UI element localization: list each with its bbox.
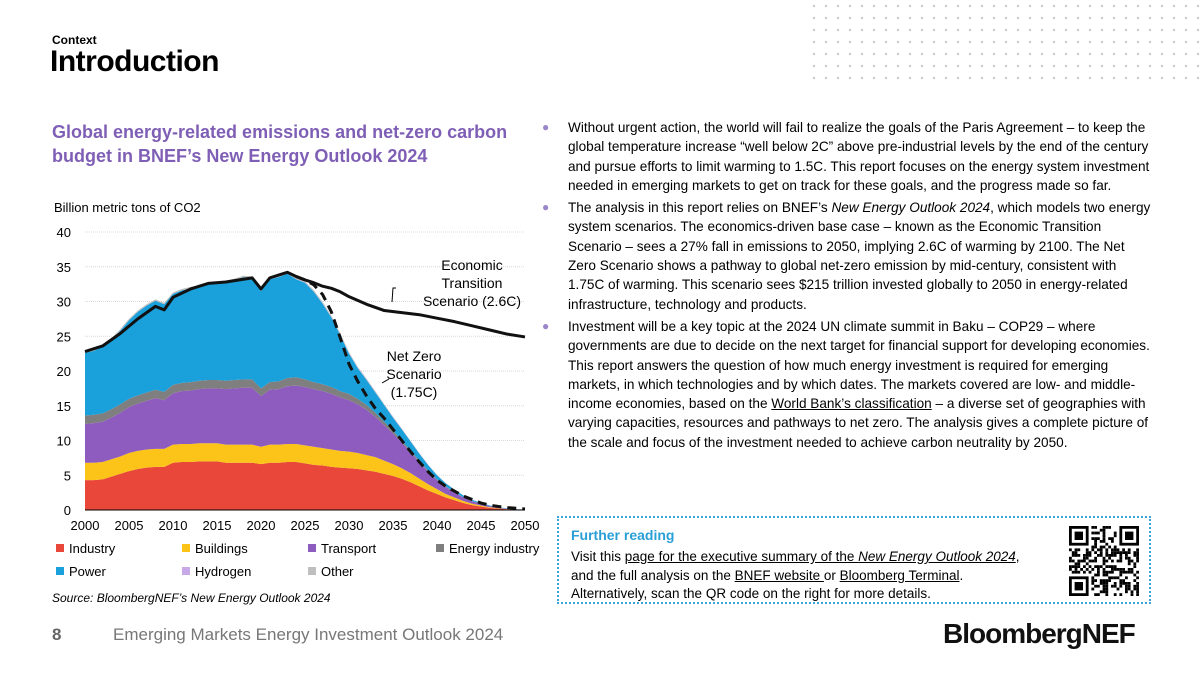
bloomberg-terminal-link[interactable]: Bloomberg Terminal [839, 567, 960, 583]
bnef-website-link[interactable]: BNEF website [734, 567, 824, 583]
further-reading-title: Further reading [571, 527, 675, 543]
bullet-text: Without urgent action, the world will fa… [568, 120, 1150, 193]
y-tick-label: 40 [57, 225, 71, 240]
body-text: . Alternatively, scan the QR code on the… [571, 567, 964, 602]
chart-annotations: Economic Transition Scenario (2.6C) Net Zer… [381, 257, 521, 400]
page-title: Introduction [50, 45, 219, 78]
link-text[interactable]: New Energy Outlook 2024 [858, 549, 1016, 564]
x-tick-label: 2045 [467, 518, 496, 533]
annotation-leader [391, 287, 396, 303]
area-series-transport [85, 385, 525, 510]
y-tick-label: 15 [57, 399, 71, 414]
chart-areas [85, 272, 525, 510]
body-text: or [823, 567, 840, 583]
legend-item: Power [56, 564, 106, 579]
x-tick-label: 2040 [423, 518, 452, 533]
bullet-text: Investment will be a key topic at the 20… [568, 318, 1150, 412]
legend-label: Other [321, 564, 354, 579]
x-tick-label: 2020 [247, 518, 276, 533]
area-series-industry [85, 461, 525, 510]
x-tick-label: 2000 [71, 518, 100, 533]
brand-logo: BloombergNEF [943, 618, 1136, 649]
scenario-annotation: Scenario [386, 366, 441, 382]
legend-item: Transport [308, 541, 376, 556]
legend-swatch [308, 544, 316, 552]
source-note: Source: BloombergNEF’s New Energy Outloo… [52, 591, 331, 605]
bullet-list: ● Without urgent action, the world will … [540, 118, 1152, 455]
further-reading-body: Visit this page for the executive summar… [571, 548, 1041, 604]
area-series-power [85, 273, 525, 510]
link-text[interactable]: page for the executive summary of the [624, 549, 859, 564]
legend-item: Energy industry [436, 541, 539, 556]
y-tick-label: 35 [57, 260, 71, 275]
area-series-buildings [85, 443, 525, 510]
executive-summary-link[interactable]: page for the executive summary of the Ne… [625, 549, 1016, 564]
x-tick-label: 2025 [291, 518, 320, 533]
y-tick-label: 0 [64, 503, 71, 518]
footer-report-title: Emerging Markets Energy Investment Outlo… [113, 625, 504, 644]
scenario-annotation: Scenario (2.6C) [423, 293, 521, 309]
body-text: , and the full analysis on the [571, 549, 1020, 583]
x-tick-label: 2005 [115, 518, 144, 533]
y-tick-label: 25 [57, 329, 71, 344]
scenario-annotation: (1.75C) [391, 384, 438, 400]
section-label: Context [52, 33, 97, 47]
x-tick-label: 2050 [511, 518, 540, 533]
page-number: 8 [52, 625, 62, 644]
x-tick-label: 2035 [379, 518, 408, 533]
y-tick-label: 30 [57, 295, 71, 310]
x-tick-label: 2010 [159, 518, 188, 533]
legend-swatch [182, 544, 190, 552]
legend-item: Industry [56, 541, 115, 556]
legend-label: Hydrogen [195, 564, 252, 579]
chart-lines [84, 270, 526, 511]
scenario-annotation: Transition [442, 275, 503, 291]
legend-label: Power [69, 564, 106, 579]
x-tick-label: 2030 [335, 518, 364, 533]
decorative-dot-grid [808, 0, 1200, 80]
y-tick-label: 20 [57, 364, 71, 379]
legend-swatch [182, 567, 190, 575]
net-zero-line [295, 275, 526, 511]
body-text: Visit this [571, 549, 625, 564]
bullet-dot-icon: ● [542, 200, 550, 215]
bullet-item: ● Without urgent action, the world will … [540, 118, 1152, 195]
bullet-text: – a diverse set of geographies with vary… [568, 396, 1149, 450]
legend-label: Energy industry [449, 541, 540, 556]
y-tick-label: 5 [64, 468, 71, 483]
legend-swatch [56, 567, 64, 575]
bullet-text: The analysis in this report relies on BN… [568, 200, 832, 216]
bullet-dot-icon: ● [542, 120, 550, 134]
report-name: New Energy Outlook 2024 [831, 200, 991, 216]
chart-title: Global energy-related emissions and net-… [52, 122, 508, 166]
annotation-leader [381, 378, 390, 384]
legend-label: Transport [321, 541, 377, 556]
legend-item: Buildings [182, 541, 248, 556]
legend-swatch [436, 544, 444, 552]
bullet-dot-icon: ● [542, 318, 550, 333]
x-tick-label: 2015 [203, 518, 232, 533]
scenario-annotation: Economic [441, 257, 502, 273]
qr-code-icon[interactable] [1069, 526, 1139, 596]
y-axis-label: Billion metric tons of CO2 [54, 200, 201, 215]
bullet-item: ● Investment will be a key topic at the … [540, 317, 1152, 452]
scenario-annotation: Net Zero [387, 348, 442, 364]
legend-swatch [308, 567, 316, 575]
legend-label: Industry [69, 541, 116, 556]
legend-label: Buildings [195, 541, 248, 556]
world-bank-link[interactable]: World Bank’s classification [771, 396, 932, 412]
bullet-item: ● The analysis in this report relies on … [540, 198, 1152, 314]
y-tick-label: 10 [57, 434, 71, 449]
further-reading-box: Further reading Visit this page for the … [557, 516, 1151, 604]
legend-item: Other [308, 564, 354, 579]
bullet-text: , which models two energy system scenari… [568, 200, 1151, 312]
legend-swatch [56, 544, 64, 552]
legend-item: Hydrogen [182, 564, 251, 579]
